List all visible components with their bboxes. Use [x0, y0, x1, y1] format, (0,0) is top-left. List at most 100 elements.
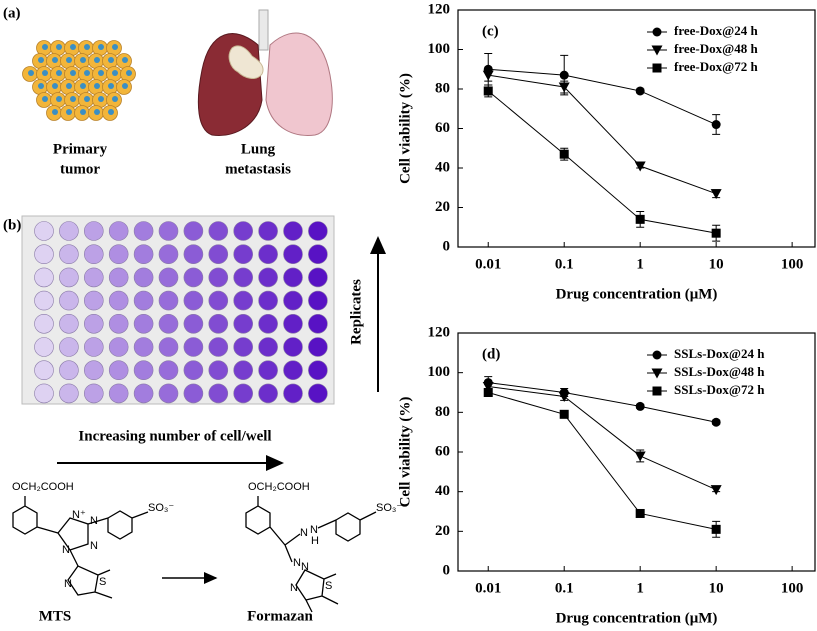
- y-tick-label: 40: [435, 483, 450, 499]
- well: [308, 313, 328, 334]
- well: [233, 221, 253, 241]
- tumor-illustration: [22, 40, 136, 121]
- well: [133, 290, 154, 311]
- well: [283, 360, 303, 381]
- data-point: [559, 149, 569, 159]
- series-line: [488, 386, 717, 491]
- nucleus: [126, 70, 132, 76]
- x-tick-label: 1: [636, 580, 644, 596]
- well: [233, 244, 253, 264]
- well: [208, 360, 229, 381]
- legend-marker: [651, 45, 663, 56]
- data-point: [482, 70, 494, 81]
- well: [59, 221, 79, 241]
- atom: N⁺: [72, 509, 86, 521]
- panel-label: (a): [3, 5, 21, 21]
- well: [183, 313, 204, 334]
- well: [308, 244, 328, 264]
- well: [133, 313, 154, 334]
- legend-label: free-Dox@24 h: [674, 23, 758, 38]
- well: [133, 360, 154, 381]
- well: [108, 360, 129, 381]
- x-tick-label: 0.1: [555, 256, 574, 272]
- x-tick-label: 0.1: [555, 580, 574, 596]
- atom: N: [290, 582, 298, 594]
- atom: S: [99, 576, 106, 588]
- well: [183, 221, 204, 241]
- well: [233, 267, 253, 288]
- legend-label: SSLs-Dox@48 h: [674, 364, 765, 379]
- well: [308, 360, 328, 381]
- legend-label: free-Dox@72 h: [674, 59, 758, 74]
- nucleus: [70, 44, 76, 50]
- data-point: [711, 228, 721, 238]
- nucleus: [56, 44, 62, 50]
- nucleus: [52, 57, 58, 63]
- nucleus: [56, 70, 62, 76]
- atom: N: [293, 557, 301, 569]
- well: [258, 383, 278, 404]
- chem-label: OCH₂COOH: [12, 481, 74, 493]
- well: [84, 290, 104, 311]
- well: [208, 313, 229, 334]
- legend-marker: [652, 350, 662, 360]
- well: [158, 267, 179, 288]
- nucleus: [112, 70, 118, 76]
- well: [108, 313, 129, 334]
- well: [84, 383, 104, 404]
- caption: metastasis: [225, 161, 291, 177]
- y-tick-label: 0: [443, 562, 451, 578]
- panel-label: (b): [3, 217, 21, 233]
- well: [108, 290, 129, 311]
- well: [133, 244, 154, 264]
- chem-label: SO₃⁻: [148, 502, 174, 514]
- nucleus: [94, 109, 100, 115]
- x-tick-label: 10: [709, 580, 724, 596]
- nucleus: [70, 70, 76, 76]
- well: [308, 290, 328, 311]
- x-tick-label: 0.01: [475, 580, 501, 596]
- x-tick-label: 100: [781, 256, 804, 272]
- series-line: [488, 392, 717, 530]
- caption: tumor: [60, 161, 100, 177]
- well: [183, 290, 204, 311]
- data-point: [634, 161, 646, 172]
- atom: N: [301, 561, 309, 573]
- nucleus: [80, 109, 86, 115]
- legend-marker: [652, 63, 662, 73]
- well: [183, 337, 204, 357]
- panel-label: (d): [482, 346, 500, 362]
- data-point: [558, 391, 570, 402]
- nucleus: [28, 70, 34, 76]
- y-tick-label: 120: [428, 324, 451, 340]
- well: [108, 337, 129, 357]
- well: [208, 290, 229, 311]
- nucleus: [66, 83, 72, 89]
- y-tick-label: 60: [435, 443, 450, 459]
- y-tick-label: 20: [435, 199, 450, 215]
- well: [283, 244, 303, 264]
- nucleus: [38, 57, 44, 63]
- series-line: [487, 90, 717, 234]
- data-point: [635, 86, 645, 96]
- wells: [34, 221, 328, 404]
- atom: N: [310, 524, 318, 536]
- atom: S: [325, 580, 332, 592]
- well: [283, 337, 303, 357]
- well: [258, 337, 278, 357]
- data-point: [711, 120, 721, 130]
- atom: N: [300, 527, 308, 539]
- nucleus: [80, 83, 86, 89]
- legend-label: SSLs-Dox@72 h: [674, 382, 765, 397]
- well: [283, 313, 303, 334]
- y-tick-label: 40: [435, 159, 450, 175]
- well: [84, 313, 104, 334]
- data-point: [483, 388, 493, 397]
- well: [59, 267, 79, 288]
- well: [233, 337, 253, 357]
- lung-illustration: [197, 9, 333, 136]
- data-point: [711, 417, 721, 427]
- x-axis-title: Drug concentration (μM): [556, 610, 718, 626]
- nucleus: [84, 70, 90, 76]
